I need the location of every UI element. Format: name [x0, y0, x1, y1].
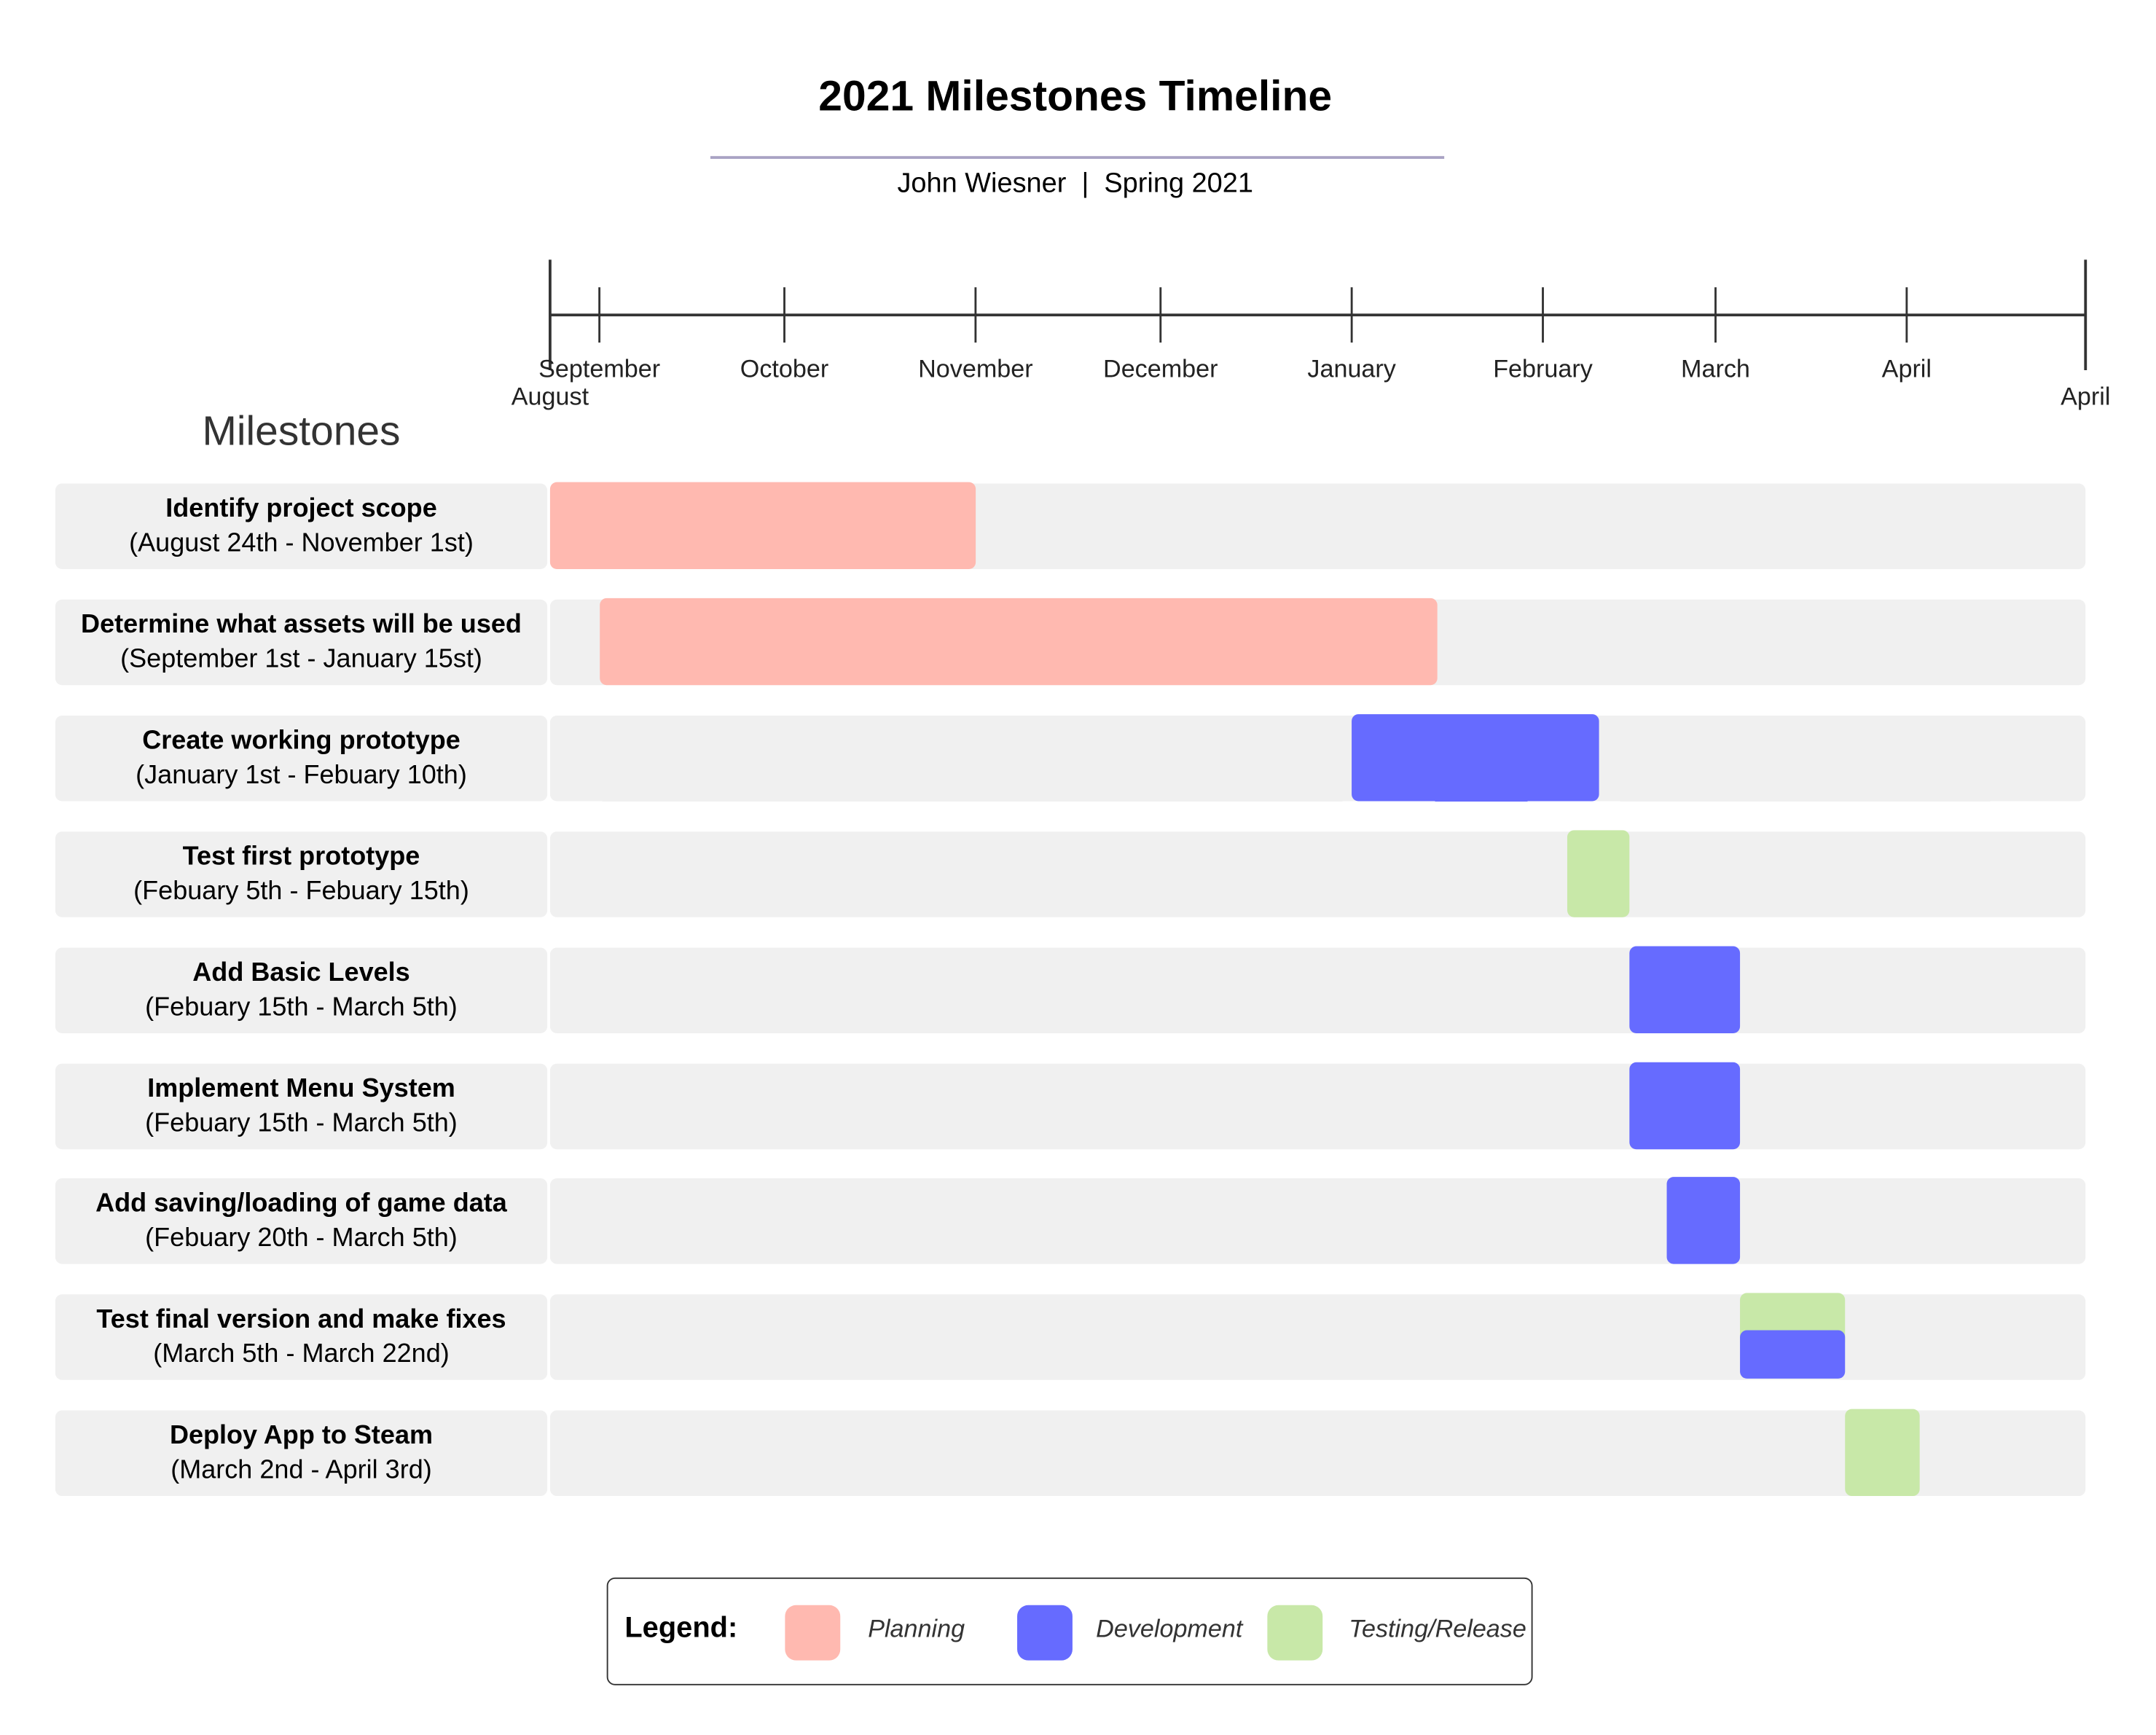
milestone-dates: (March 5th - March 22nd) [153, 1340, 450, 1370]
milestone-track [549, 831, 2086, 917]
axis-start-label: August [511, 383, 589, 410]
milestone-label: Add saving/loading of game data (Febuary … [55, 1178, 548, 1265]
milestone-label: Test first prototype (Febuary 5th - Febua… [55, 831, 548, 917]
month-tick-label: February [1493, 356, 1593, 383]
milestone-name: Determine what assets will be used [81, 610, 522, 640]
legend-swatch-planning [785, 1605, 841, 1661]
milestone-name: Add Basic Levels [192, 957, 410, 987]
milestone-name: Identify project scope [165, 494, 437, 524]
legend-label-testing: Testing/Release [1349, 1615, 1526, 1642]
month-tick-label: March [1681, 356, 1750, 383]
milestone-track [549, 1410, 2086, 1497]
milestone-bar-testing [1567, 829, 1629, 917]
milestone-dates: (Febuary 20th - March 5th) [145, 1224, 458, 1254]
milestone-bar-planning [549, 482, 976, 570]
milestone-track [549, 1178, 2086, 1265]
milestone-name: Add saving/loading of game data [95, 1189, 507, 1219]
milestone-track [549, 715, 2086, 802]
timeline-axis: September October November December January F… [511, 259, 2110, 410]
milestone-name: Test first prototype [182, 842, 420, 872]
milestone-label: Implement Menu System (Febuary 15th - Mar… [55, 1062, 548, 1149]
milestone-row: Determine what assets will be used (Septe… [0, 598, 2156, 686]
milestone-dates: (January 1st - Febuary 10th) [136, 761, 467, 790]
month-tick-label: September [538, 356, 660, 383]
milestone-bar-planning [599, 598, 1438, 686]
legend: Legend: Planning Development Testing/Rel… [606, 1577, 1533, 1685]
axis-end-label: April [2061, 383, 2110, 410]
milestone-bar-development [1628, 945, 1741, 1033]
legend-label-planning: Planning [868, 1615, 965, 1642]
title-divider [710, 156, 1445, 160]
milestone-row: Add Basic Levels (Febuary 15th - March 5t… [0, 945, 2156, 1033]
milestone-label: Deploy App to Steam (March 2nd - April 3r… [55, 1410, 548, 1497]
milestone-track [549, 1294, 2086, 1381]
milestones-heading: Milestones [202, 409, 401, 455]
milestone-bar-development [1628, 1061, 1741, 1149]
page-subtitle: John Wiesner | Spring 2021 [897, 168, 1253, 199]
page-title: 2021 Milestones Timeline [818, 71, 1333, 120]
milestone-dates: (Febuary 15th - March 5th) [145, 1108, 458, 1138]
milestone-bar-development [1352, 713, 1599, 802]
month-tick-label: January [1307, 356, 1395, 383]
milestone-bar-development [1666, 1177, 1741, 1265]
milestone-bar-testing [1845, 1409, 1919, 1497]
milestone-name: Implement Menu System [147, 1073, 455, 1103]
month-tick-label: November [918, 356, 1032, 383]
milestone-dates: (Febuary 15th - March 5th) [145, 992, 458, 1022]
month-tick-label: April [1882, 356, 1932, 383]
milestone-label: Identify project scope (August 24th - Nov… [55, 483, 548, 570]
milestone-name: Deploy App to Steam [169, 1422, 434, 1451]
milestone-row: Deploy App to Steam (March 2nd - April 3r… [0, 1409, 2156, 1497]
milestone-track [549, 947, 2086, 1033]
milestone-name: Create working prototype [142, 726, 460, 756]
milestone-track [549, 1062, 2086, 1149]
milestone-row: Create working prototype (January 1st - F… [0, 713, 2156, 802]
milestone-row: Identify project scope (August 24th - Nov… [0, 482, 2156, 570]
milestone-dates: (March 2nd - April 3rd) [170, 1456, 432, 1486]
legend-title: Legend: [624, 1612, 738, 1644]
milestone-label: Create working prototype (January 1st - F… [55, 715, 548, 802]
month-tick-label: December [1103, 356, 1218, 383]
milestone-label: Test final version and make fixes (March … [55, 1294, 548, 1381]
milestone-dates: (August 24th - November 1st) [129, 529, 474, 558]
milestone-row: Add saving/loading of game data (Febuary … [0, 1177, 2156, 1265]
milestone-row: Test final version and make fixes (March … [0, 1293, 2156, 1381]
legend-swatch-testing [1267, 1605, 1323, 1661]
milestone-label: Determine what assets will be used (Septe… [55, 599, 548, 686]
milestone-label: Add Basic Levels (Febuary 15th - March 5t… [55, 947, 548, 1033]
legend-label-development: Development [1096, 1615, 1243, 1642]
month-tick-label: October [740, 356, 828, 383]
milestone-dates: (Febuary 5th - Febuary 15th) [133, 877, 469, 906]
milestone-dates: (September 1st - January 15st) [120, 645, 482, 674]
legend-swatch-development [1017, 1605, 1073, 1661]
milestone-name: Test final version and make fixes [96, 1305, 506, 1335]
milestone-bar-development [1740, 1331, 1846, 1379]
milestone-row: Implement Menu System (Febuary 15th - Mar… [0, 1061, 2156, 1149]
milestone-row: Test first prototype (Febuary 5th - Febua… [0, 829, 2156, 917]
